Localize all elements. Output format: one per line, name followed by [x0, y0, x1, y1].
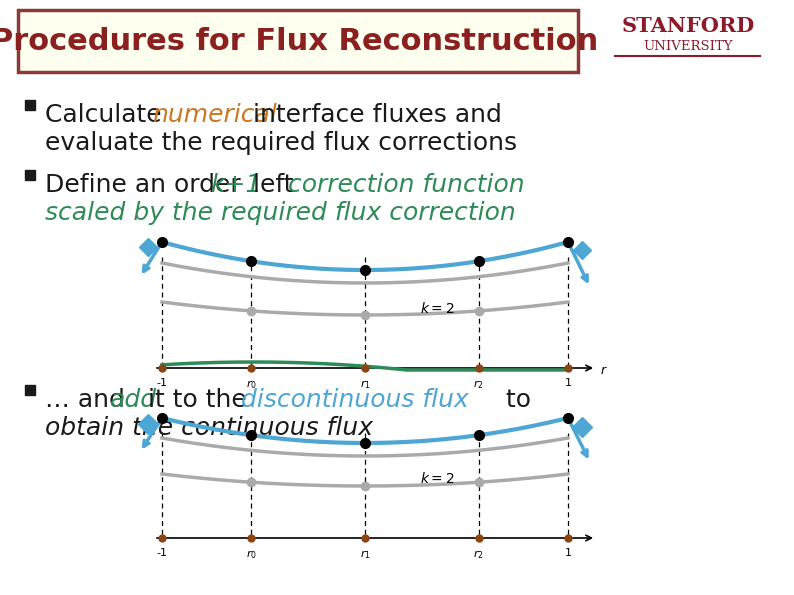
Text: -1: -1	[156, 378, 168, 388]
Text: r: r	[601, 364, 606, 377]
Text: $r_1$: $r_1$	[360, 548, 371, 561]
Text: to: to	[498, 388, 531, 412]
Text: discontinuous flux: discontinuous flux	[241, 388, 468, 412]
Text: $r_0$: $r_0$	[246, 548, 256, 561]
Text: scaled by the required flux correction: scaled by the required flux correction	[45, 201, 516, 225]
Text: $r_1$: $r_1$	[360, 378, 371, 391]
Text: correction function: correction function	[288, 173, 525, 197]
Text: … and: … and	[45, 388, 133, 412]
Text: 1: 1	[565, 548, 572, 558]
Text: Define an order: Define an order	[45, 173, 249, 197]
Text: k+1: k+1	[210, 173, 261, 197]
Text: UNIVERSITY: UNIVERSITY	[643, 39, 733, 52]
Text: evaluate the required flux corrections: evaluate the required flux corrections	[45, 131, 517, 155]
Text: it to the: it to the	[140, 388, 255, 412]
Bar	[25, 385, 35, 395]
Text: Procedures for Flux Reconstruction: Procedures for Flux Reconstruction	[0, 27, 599, 57]
Text: -1: -1	[156, 548, 168, 558]
Text: obtain the continuous flux: obtain the continuous flux	[45, 416, 373, 440]
Text: 1: 1	[565, 378, 572, 388]
Text: numerical: numerical	[152, 103, 277, 127]
Text: $k=2$: $k=2$	[420, 301, 454, 316]
FancyBboxPatch shape	[18, 10, 578, 72]
Bar	[25, 100, 35, 110]
Text: $r_0$: $r_0$	[246, 378, 256, 391]
Text: $k=2$: $k=2$	[420, 471, 454, 486]
Text: STANFORD: STANFORD	[622, 16, 754, 36]
Text: interface fluxes and: interface fluxes and	[245, 103, 502, 127]
Text: left: left	[245, 173, 302, 197]
Text: $r_2$: $r_2$	[473, 378, 484, 391]
Text: $r_2$: $r_2$	[473, 548, 484, 561]
Text: Calculate: Calculate	[45, 103, 170, 127]
Text: add: add	[110, 388, 157, 412]
Bar	[25, 170, 35, 180]
